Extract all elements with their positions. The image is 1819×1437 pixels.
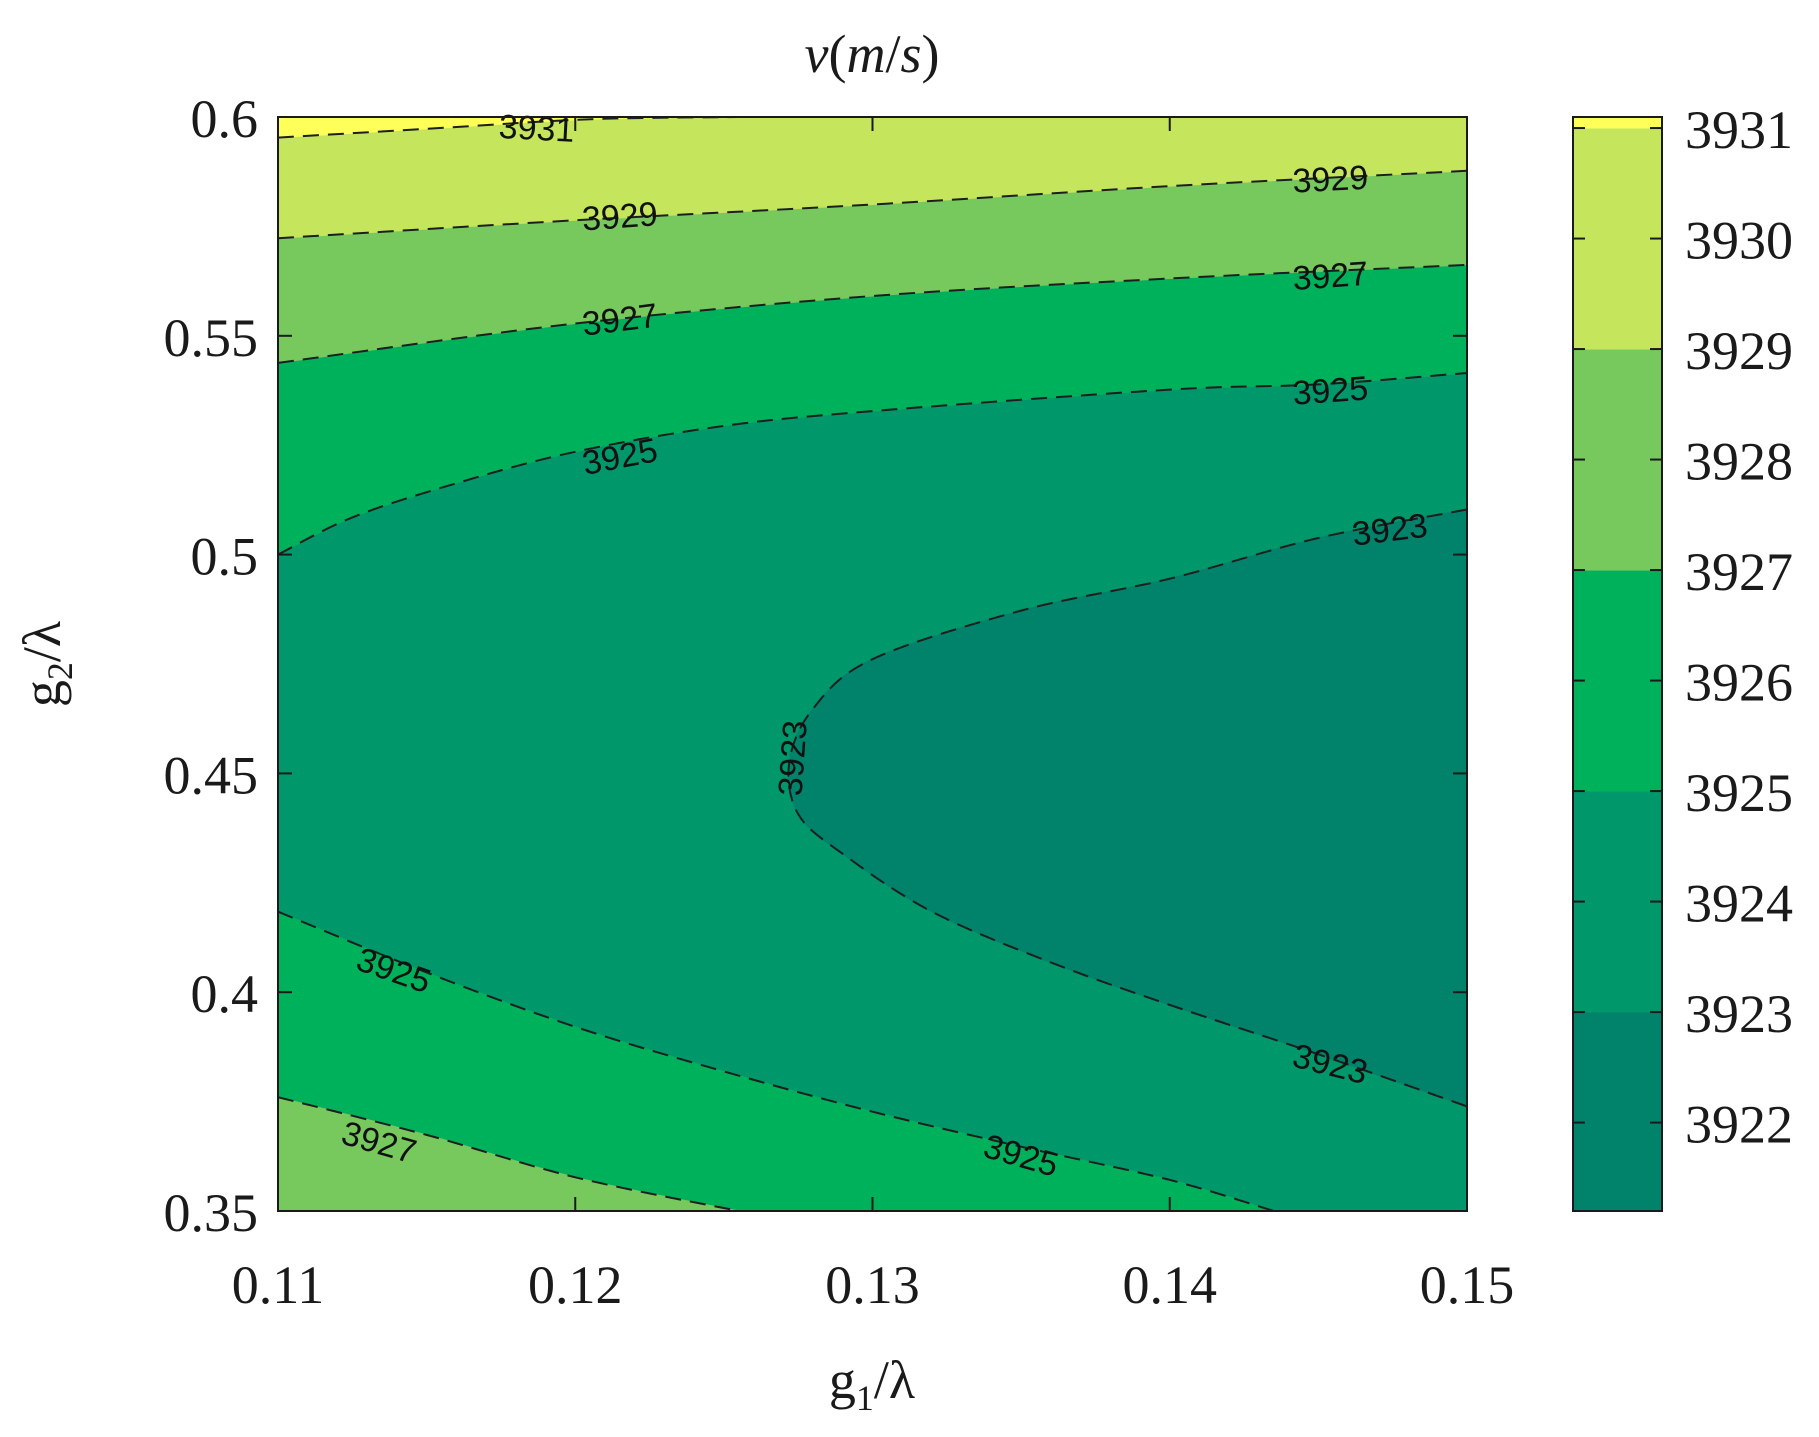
contour-plot-area: 3931392939293927392739253925392339233923… bbox=[164, 89, 1515, 1315]
y-tick-label: 0.45 bbox=[164, 745, 259, 805]
x-tick-label: 0.15 bbox=[1420, 1255, 1515, 1315]
colorbar-band bbox=[1573, 1012, 1662, 1212]
filled-regions bbox=[278, 117, 1467, 1211]
contour-line-3925 bbox=[278, 372, 1467, 556]
colorbar-tick-label: 3926 bbox=[1685, 653, 1793, 713]
colorbar-frame bbox=[1572, 116, 1663, 1212]
colorbar-band bbox=[1573, 791, 1662, 1013]
x-tick-label: 0.13 bbox=[825, 1255, 920, 1315]
y-tick-label: 0.55 bbox=[164, 308, 259, 368]
contour-label: 3927 bbox=[580, 297, 660, 344]
colorbar-bands bbox=[1573, 117, 1662, 1212]
colorbar-tick-label: 3927 bbox=[1685, 542, 1793, 602]
colorbar: 3922 3923 3924 3925 3926 3927 3928 3929 3930 3931 bbox=[1572, 100, 1793, 1212]
x-axis-label: g1/λ bbox=[829, 1350, 915, 1418]
contour-line-3931 bbox=[278, 117, 739, 139]
colorbar-ticks: 3922 3923 3924 3925 3926 3927 3928 3929 3930 3931 bbox=[1573, 100, 1793, 1155]
y-axis-label: g2/λ bbox=[12, 621, 80, 707]
contour-label: 3923 bbox=[1350, 507, 1430, 554]
x-axis-ticks: 0.11 0.12 0.13 0.14 0.15 bbox=[232, 117, 1515, 1315]
colorbar-tick-label: 3925 bbox=[1685, 763, 1793, 823]
colorbar-tick-label: 3923 bbox=[1685, 984, 1793, 1044]
colorbar-band bbox=[1573, 570, 1662, 792]
contour-label: 3931 bbox=[498, 108, 576, 150]
y-tick-label: 0.6 bbox=[191, 89, 259, 149]
contour-label: 3925 bbox=[1291, 370, 1369, 413]
x-tick-label: 0.11 bbox=[232, 1255, 325, 1315]
y-axis-ticks: 0.35 0.4 0.45 0.5 0.55 0.6 bbox=[164, 89, 1467, 1243]
contour-label: 3923 bbox=[772, 719, 815, 797]
colorbar-tick-label: 3931 bbox=[1685, 100, 1793, 160]
contour-lines bbox=[278, 117, 1467, 1211]
contour-label: 3929 bbox=[581, 195, 659, 238]
colorbar-tick-label: 3924 bbox=[1685, 874, 1793, 934]
y-tick-label: 0.4 bbox=[191, 964, 259, 1024]
colorbar-band bbox=[1573, 117, 1662, 129]
colorbar-tick-label: 3922 bbox=[1685, 1095, 1793, 1155]
contour-label: 3929 bbox=[1292, 159, 1370, 201]
y-tick-label: 0.35 bbox=[164, 1183, 259, 1243]
contour-line-3925 bbox=[278, 910, 1275, 1211]
colorbar-tick-label: 3929 bbox=[1685, 321, 1793, 381]
colorbar-tick-label: 3928 bbox=[1685, 432, 1793, 492]
contour-line-3923 bbox=[787, 508, 1467, 1108]
y-tick-label: 0.5 bbox=[191, 527, 259, 587]
contour-line-3927 bbox=[278, 1096, 739, 1211]
x-tick-label: 0.14 bbox=[1123, 1255, 1218, 1315]
x-tick-label: 0.12 bbox=[528, 1255, 623, 1315]
colorbar-tick-label: 3930 bbox=[1685, 211, 1793, 271]
chart-title: v(m/s) bbox=[805, 24, 940, 84]
contour-line-3927 bbox=[278, 263, 1467, 364]
colorbar-band bbox=[1573, 349, 1662, 571]
colorbar-band bbox=[1573, 128, 1662, 350]
contour-label: 3927 bbox=[1291, 255, 1369, 298]
contour-labels: 3931392939293927392739253925392339233923… bbox=[337, 108, 1429, 1185]
